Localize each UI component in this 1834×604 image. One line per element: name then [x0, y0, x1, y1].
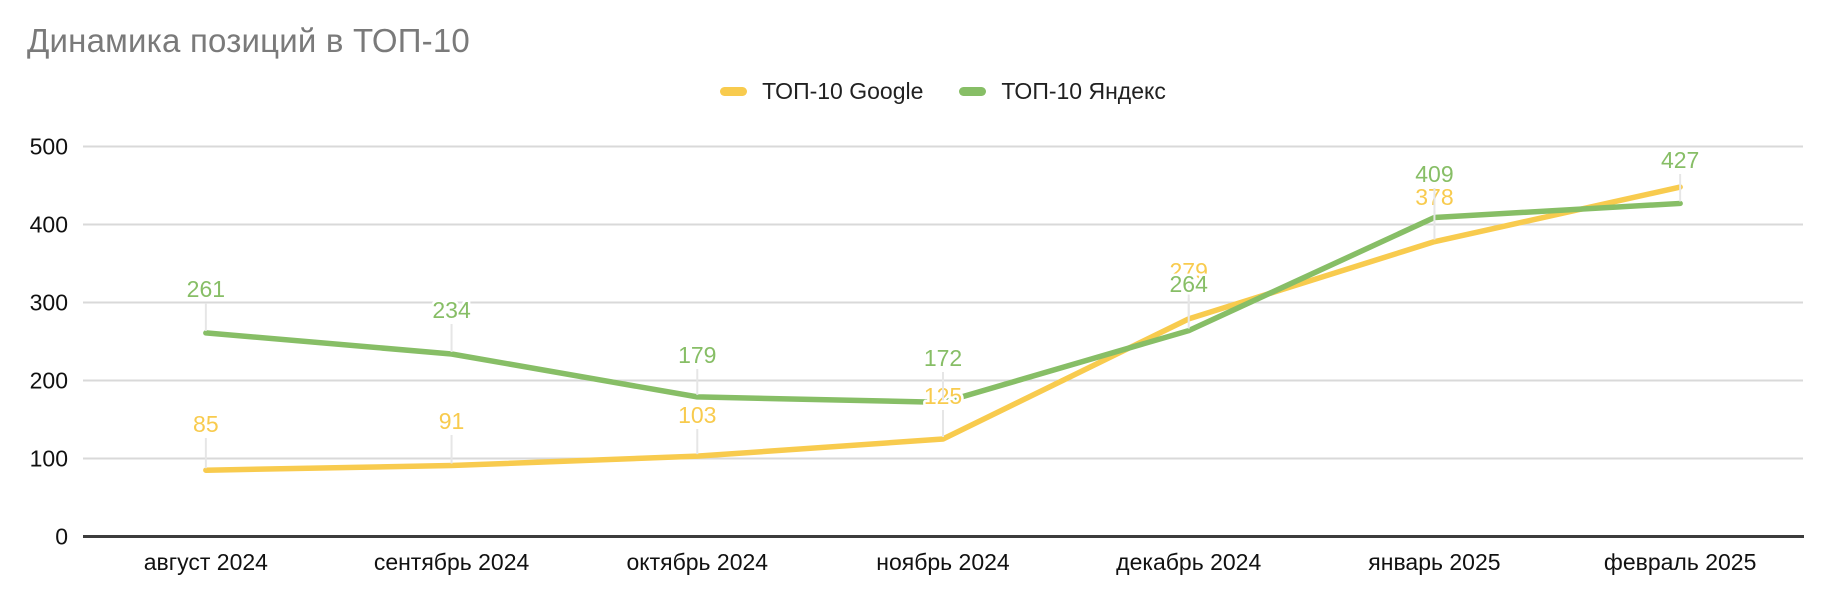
data-label-google: 279	[1170, 258, 1208, 284]
chart-title: Динамика позиций в ТОП-10	[27, 22, 470, 59]
data-label-yandex: 409	[1415, 161, 1453, 187]
data-label-google: 91	[439, 408, 465, 434]
legend-swatch-google	[720, 87, 748, 96]
y-axis-label: 500	[30, 134, 68, 160]
x-axis-label: январь 2025	[1368, 549, 1500, 575]
legend-item-top10-yandex[interactable]: ТОП-10 Яндекс	[959, 78, 1166, 105]
y-axis-label: 400	[30, 212, 68, 238]
data-label-yandex: 172	[924, 345, 962, 371]
data-label-yandex: 264	[1170, 271, 1209, 297]
x-axis-label: октябрь 2024	[626, 549, 768, 575]
y-axis-label: 100	[30, 446, 68, 472]
x-axis-label: ноябрь 2024	[876, 549, 1010, 575]
y-axis-label: 300	[30, 290, 68, 316]
data-label-google: 85	[193, 411, 219, 437]
legend-swatch-yandex	[959, 87, 987, 96]
legend-label-google: ТОП-10 Google	[762, 78, 924, 104]
data-label-yandex: 261	[187, 276, 225, 302]
data-label-yandex: 427	[1661, 147, 1699, 173]
x-axis-label: декабрь 2024	[1116, 549, 1261, 575]
data-label-yandex: 234	[432, 297, 471, 323]
legend: ТОП-10 Google ТОП-10 Яндекс	[26, 78, 1834, 105]
data-label-yandex: 179	[678, 342, 716, 368]
legend-item-top10-google[interactable]: ТОП-10 Google	[720, 78, 923, 105]
y-axis-label: 200	[30, 368, 68, 394]
legend-label-yandex: ТОП-10 Яндекс	[1001, 78, 1166, 104]
x-axis-label: сентябрь 2024	[374, 549, 530, 575]
data-label-google: 103	[678, 402, 716, 428]
series-line-top10-google	[203, 184, 1683, 473]
y-axis-label: 0	[55, 524, 68, 550]
x-axis-label: август 2024	[144, 549, 268, 575]
x-axis-label: февраль 2025	[1604, 549, 1756, 575]
